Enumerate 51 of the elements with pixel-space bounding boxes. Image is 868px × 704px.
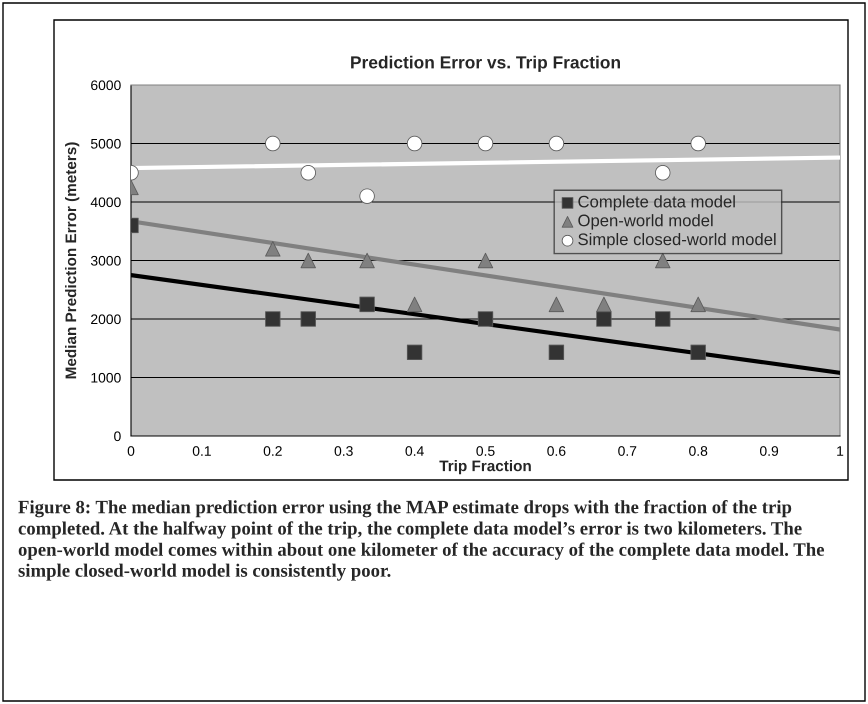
caption: Figure 8: The median prediction error using the MAP estimate drops with the fraction of the trip completed. At the halfway point of the trip, the complete data model’s error is two kilometers. The open-world model comes within about one kilometer of the accuracy of the complete data model. The simple closed-world model is consistently poor.	[18, 500, 824, 581]
legend-label: Complete data model	[578, 195, 735, 211]
point	[655, 165, 670, 180]
y-tick-label: 3000	[90, 256, 121, 266]
point	[265, 311, 281, 327]
point	[478, 311, 494, 327]
x-tick-label: 0.2	[264, 446, 282, 456]
x-tick-label: 0.4	[405, 446, 424, 456]
x-tick-label: 0.7	[618, 446, 636, 456]
point	[406, 344, 422, 360]
point	[265, 136, 281, 152]
y-axis-title: Median Prediction Error (meters)	[65, 142, 80, 378]
point	[406, 136, 422, 152]
point	[406, 296, 422, 312]
y-tick-label: 6000	[91, 80, 121, 90]
x-tick-label: 0.8	[689, 446, 708, 456]
point	[548, 344, 564, 360]
point	[690, 344, 706, 360]
y-tick-label: 0	[114, 431, 121, 442]
chart-title: Prediction Error vs. Trip Fraction	[351, 56, 620, 72]
point	[300, 165, 316, 180]
point	[655, 311, 670, 327]
point	[690, 296, 706, 312]
x-tick-label: 0.5	[476, 446, 495, 456]
x-tick-label: 0.9	[760, 446, 778, 456]
point	[265, 241, 281, 257]
x-tick-label: 0.3	[334, 446, 353, 456]
point	[478, 136, 494, 152]
y-tick-label: 5000	[90, 138, 121, 149]
point	[548, 136, 564, 152]
point	[596, 296, 612, 312]
point	[359, 188, 375, 204]
x-tick-label: 0.1	[192, 446, 211, 456]
y-tick-label: 4000	[90, 197, 121, 208]
point	[690, 136, 706, 152]
point	[300, 252, 316, 268]
point	[548, 296, 564, 312]
point	[478, 252, 494, 268]
point	[359, 296, 375, 312]
legend-label: Open-world model	[578, 214, 713, 230]
point	[596, 311, 612, 327]
y-tick-label: 2000	[91, 314, 121, 324]
x-axis-title: Trip Fraction	[439, 460, 531, 474]
x-tick-label: 1	[837, 446, 844, 456]
point	[359, 252, 375, 268]
legend-label: Simple closed-world model	[578, 232, 776, 249]
point	[655, 252, 670, 268]
y-tick-label: 1000	[91, 372, 121, 383]
x-tick-label: 0	[128, 446, 134, 456]
point	[300, 311, 316, 327]
x-tick-label: 0.6	[547, 446, 566, 456]
